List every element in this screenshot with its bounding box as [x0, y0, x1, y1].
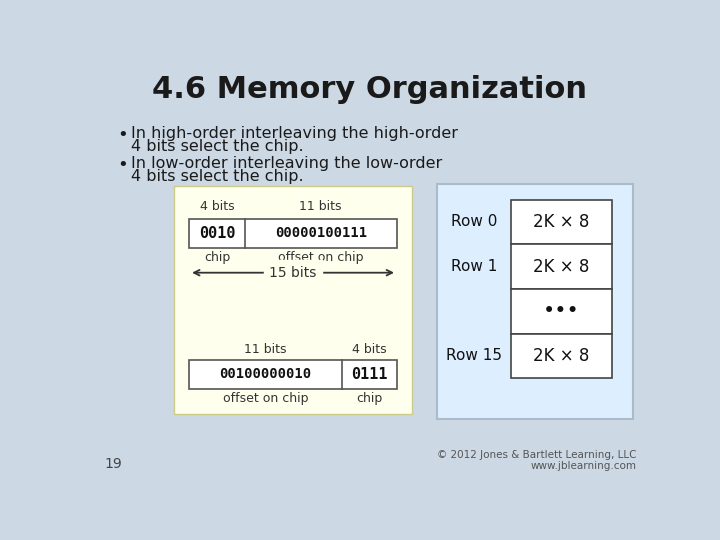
- Bar: [189, 219, 397, 248]
- Text: In high-order interleaving the high-order: In high-order interleaving the high-orde…: [131, 126, 458, 141]
- Text: offset on chip: offset on chip: [222, 392, 308, 405]
- Text: 00000100111: 00000100111: [275, 226, 366, 240]
- Text: 2K × 8: 2K × 8: [533, 258, 590, 275]
- Text: offset on chip: offset on chip: [278, 251, 364, 264]
- Text: •: •: [117, 126, 128, 144]
- Text: •••: •••: [543, 301, 580, 321]
- Text: 15 bits: 15 bits: [269, 266, 317, 280]
- Text: 00100000010: 00100000010: [220, 367, 312, 381]
- Bar: [510, 200, 611, 244]
- Text: 2K × 8: 2K × 8: [533, 213, 590, 231]
- Text: 4.6 Memory Organization: 4.6 Memory Organization: [151, 75, 587, 104]
- Text: 4 bits: 4 bits: [352, 343, 387, 356]
- Text: •: •: [117, 156, 128, 174]
- Text: Row 0: Row 0: [451, 214, 498, 230]
- Text: 4 bits: 4 bits: [199, 200, 234, 213]
- Text: 0111: 0111: [351, 367, 387, 382]
- Text: Row 1: Row 1: [451, 259, 498, 274]
- Text: 2K × 8: 2K × 8: [533, 347, 590, 365]
- Text: 11 bits: 11 bits: [300, 200, 342, 213]
- Text: Row 15: Row 15: [446, 348, 503, 363]
- Bar: [510, 289, 611, 334]
- Text: chip: chip: [356, 392, 382, 405]
- Text: 4 bits select the chip.: 4 bits select the chip.: [131, 168, 304, 184]
- Text: 19: 19: [104, 457, 122, 471]
- Text: 4 bits select the chip.: 4 bits select the chip.: [131, 139, 304, 154]
- Bar: [189, 360, 397, 389]
- Bar: [510, 334, 611, 378]
- Bar: [437, 184, 632, 419]
- Bar: [510, 244, 611, 289]
- Text: In low-order interleaving the low-order: In low-order interleaving the low-order: [131, 156, 442, 171]
- Text: chip: chip: [204, 251, 230, 264]
- Text: © 2012 Jones & Bartlett Learning, LLC
www.jblearning.com: © 2012 Jones & Bartlett Learning, LLC ww…: [437, 450, 636, 471]
- Bar: [174, 186, 413, 414]
- Text: 11 bits: 11 bits: [244, 343, 287, 356]
- Text: 0010: 0010: [199, 226, 235, 241]
